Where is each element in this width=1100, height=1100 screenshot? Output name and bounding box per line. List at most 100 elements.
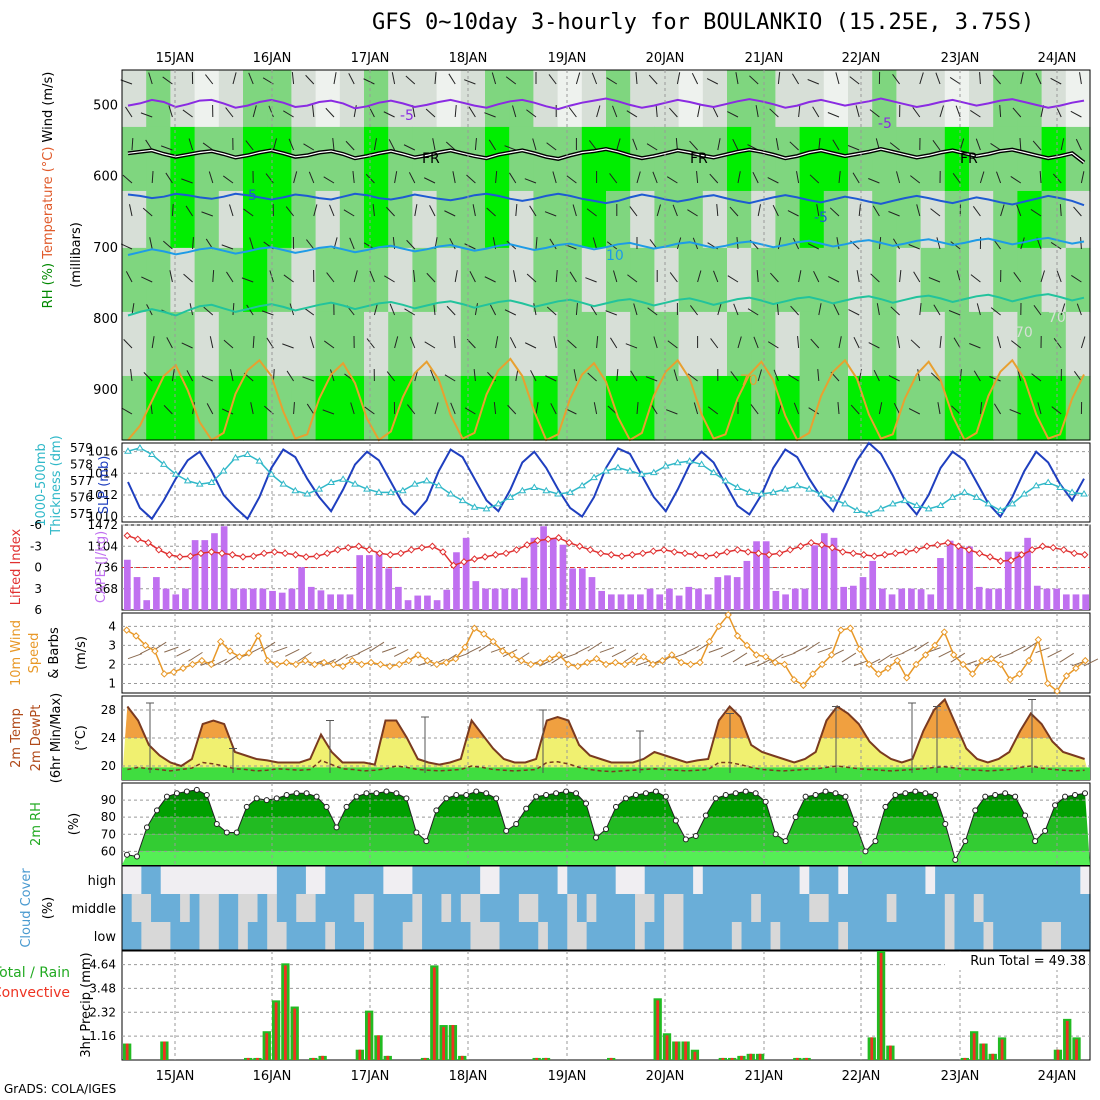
wind-barb <box>472 204 476 217</box>
wind-barb <box>697 270 702 283</box>
wind-barb <box>948 310 961 316</box>
cloud-cell <box>915 922 927 951</box>
wind-barb <box>596 105 601 118</box>
rh-cell <box>1017 247 1043 313</box>
wind-barb <box>464 407 476 415</box>
wind-barb <box>394 336 399 349</box>
cape-bar <box>278 592 286 610</box>
cape-bar <box>762 541 770 610</box>
rh-marker <box>722 791 729 798</box>
wind-barb <box>893 402 901 415</box>
thickness-marker <box>829 494 837 502</box>
thickness-marker <box>960 488 969 495</box>
precip-convective-bar <box>274 1002 278 1060</box>
wind-barb <box>149 237 153 250</box>
rh-marker <box>662 793 669 800</box>
wind-barb <box>935 72 941 85</box>
rh-marker <box>503 827 510 834</box>
precip-convective-bar <box>684 1041 687 1060</box>
wind-barb <box>151 336 155 349</box>
cloud-cell <box>741 866 752 895</box>
wind-marker <box>404 656 413 665</box>
cape-bar <box>656 594 664 610</box>
wind-barb <box>588 140 597 151</box>
cape-bar <box>133 577 141 610</box>
lifted-marker <box>660 546 668 554</box>
precip-convective-bar <box>889 1045 892 1060</box>
precip-convective-bar <box>1000 1039 1004 1060</box>
wind-barb <box>474 138 477 151</box>
wind-marker <box>122 626 131 634</box>
wind-barb <box>221 408 234 415</box>
wind-barb <box>970 274 981 283</box>
precip-convective-bar <box>721 1057 725 1060</box>
lifted-ylabel: Lifted Index <box>9 528 24 605</box>
run-total-bg <box>945 952 1088 970</box>
wind-barb <box>776 303 779 316</box>
wind-barb-10m <box>297 652 312 662</box>
wind-marker <box>649 660 657 669</box>
lifted-marker <box>712 551 721 559</box>
lifted-tick: 0 <box>34 561 42 575</box>
wind-barb <box>667 340 678 349</box>
date-label-bottom: 24JAN <box>1038 1069 1077 1084</box>
wind-barb <box>120 243 133 250</box>
wind-barb <box>873 369 880 382</box>
wind-barb <box>405 75 416 85</box>
rh-cell <box>799 126 825 192</box>
cloud-cell <box>760 922 772 951</box>
lifted-marker <box>786 546 794 554</box>
rh-cell <box>460 70 486 128</box>
wind-barb <box>168 105 173 118</box>
wind-barb <box>130 369 133 382</box>
cloud-cell <box>189 922 201 951</box>
wind-barb <box>616 138 621 151</box>
wind-barb <box>445 141 456 151</box>
precip-convective-bar <box>879 953 883 1060</box>
lifted-marker <box>881 551 889 559</box>
cloud-cell <box>818 922 830 951</box>
wind-barb <box>160 145 173 151</box>
rh-marker <box>862 848 869 855</box>
precip-convective-bar <box>544 1057 548 1060</box>
rh-cell <box>896 375 922 441</box>
wind-marker <box>705 637 714 646</box>
rh-marker <box>612 803 619 810</box>
slp-frame <box>121 442 1091 523</box>
wind-barb <box>120 79 133 85</box>
thickness-marker <box>470 503 479 510</box>
wind-barb-10m <box>563 652 578 659</box>
wind-marker <box>461 643 469 651</box>
wind-barb <box>970 110 981 118</box>
cloud-cell <box>606 866 617 895</box>
wind-barb <box>596 336 599 349</box>
cloud-cell <box>180 894 191 923</box>
rh-cell <box>291 190 317 249</box>
rh-marker <box>123 851 130 858</box>
lifted-marker <box>796 542 805 550</box>
wind-barb <box>868 342 880 349</box>
wind-marker <box>997 660 1005 669</box>
cloud-ylabel: Cloud Cover <box>19 868 34 948</box>
cloud-cell <box>838 922 849 951</box>
wind-barb-10m <box>127 653 143 660</box>
cloud-cell <box>964 866 975 895</box>
wind-marker <box>141 641 150 650</box>
rh-marker <box>1012 793 1019 800</box>
rh-marker <box>543 791 550 798</box>
wind-barb <box>1000 204 1005 217</box>
wind-barb <box>852 172 860 184</box>
wind-marker <box>273 660 281 669</box>
cloud-cell <box>1051 894 1062 923</box>
wind-barb <box>1075 138 1082 151</box>
wind-barb <box>145 139 153 151</box>
cloud-cell <box>538 866 549 895</box>
cloud-cell <box>557 866 568 895</box>
wind-barb <box>1071 275 1082 283</box>
lifted-tick: 6 <box>34 603 42 617</box>
wind-ylabel: 10m Wind <box>9 620 24 686</box>
cloud-cell <box>305 866 317 895</box>
lifted-marker <box>270 548 279 556</box>
wind-barb <box>205 74 214 85</box>
wind-barb-10m <box>466 646 482 654</box>
